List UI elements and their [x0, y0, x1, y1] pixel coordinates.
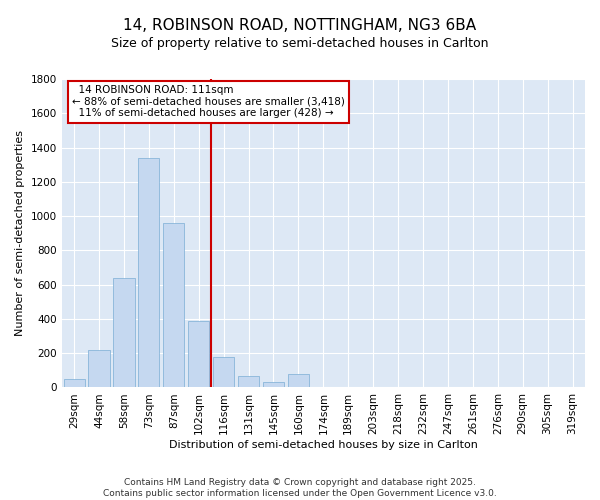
Bar	[213, 358, 234, 388]
Bar	[138, 158, 160, 388]
Text: Contains HM Land Registry data © Crown copyright and database right 2025.
Contai: Contains HM Land Registry data © Crown c…	[103, 478, 497, 498]
Bar	[88, 350, 110, 388]
Bar	[163, 223, 184, 388]
Text: Size of property relative to semi-detached houses in Carlton: Size of property relative to semi-detach…	[111, 38, 489, 51]
Bar	[238, 376, 259, 388]
Bar	[288, 374, 309, 388]
Y-axis label: Number of semi-detached properties: Number of semi-detached properties	[15, 130, 25, 336]
Bar	[188, 320, 209, 388]
Text: 14 ROBINSON ROAD: 111sqm
← 88% of semi-detached houses are smaller (3,418)
  11%: 14 ROBINSON ROAD: 111sqm ← 88% of semi-d…	[72, 85, 345, 118]
Bar	[113, 278, 134, 388]
Bar	[64, 379, 85, 388]
Text: 14, ROBINSON ROAD, NOTTINGHAM, NG3 6BA: 14, ROBINSON ROAD, NOTTINGHAM, NG3 6BA	[124, 18, 476, 32]
X-axis label: Distribution of semi-detached houses by size in Carlton: Distribution of semi-detached houses by …	[169, 440, 478, 450]
Bar	[263, 382, 284, 388]
